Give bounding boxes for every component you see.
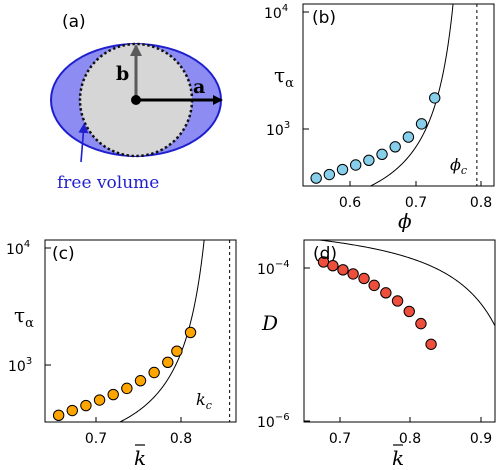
panel-b-data-point [336,163,349,176]
panel-c-ytick-label: 104 [6,239,30,258]
panel-d-data-point [391,295,404,307]
panel-b-data-point [323,168,336,181]
panel-c-data-point [134,375,147,387]
panel-b-yticks: 104 103 [264,3,309,139]
panel-b-data-point [349,159,362,171]
center-dot [131,95,141,105]
panel-c: 0.7 0.8 104 103 (c) τα k kc [6,239,237,470]
panel-b-data-point [402,131,415,143]
panel-d-xtick-label: 0.8 [399,431,421,447]
panel-b-data-point [429,92,441,104]
panel-d-data-point [337,264,349,276]
panel-d-points [317,256,437,350]
panel-b-ytick-label: 104 [264,3,288,22]
panel-b-xtick-label: 0.6 [339,195,361,211]
panel-b-fit-curve [369,4,454,186]
panel-c-ylabel: τα [14,303,34,331]
panel-c-fit-curve [118,240,205,422]
free-volume-label: free volume [57,173,159,193]
panel-b-xtick-label: 0.7 [405,195,427,211]
panel-b-data-point [363,154,375,167]
panel-d: 0.7 0.8 0.9 10−4 10−6 (d) D k [257,239,496,470]
panel-b-data-point [389,141,401,153]
panel-c-data-point [93,394,106,406]
panel-b-points [310,92,441,184]
panel-d-data-point [347,268,359,280]
panel-c-data-point [107,388,119,401]
panel-c-data-point [184,326,197,339]
panel-b-data-point [310,172,322,184]
panel-c-data-point [148,366,160,379]
panel-d-data-point [415,317,427,330]
panel-c-data-point [66,404,78,417]
panel-c-frame [44,239,237,423]
panel-c-ytick-label: 103 [8,356,32,375]
panel-c-xticks: 0.7 0.8 [85,417,192,447]
panel-d-fit-curve [315,240,495,327]
panel-a: (a) a b free volume [50,12,223,193]
panel-d-xticks: 0.7 0.8 0.9 [329,417,492,447]
panel-c-xtick-label: 0.7 [85,431,107,447]
panel-d-data-point [327,259,339,272]
panel-d-data-point [380,287,392,299]
panel-d-xlabel: k [392,446,404,470]
panel-b-critical-label: ϕc [450,155,467,177]
panel-d-frame [303,239,496,423]
panel-d-data-point [425,338,437,350]
panel-c-points [52,326,197,422]
panel-b-frame [302,3,495,187]
panel-d-data-point [368,279,380,292]
panel-c-data-point [162,356,174,368]
panel-c-data-point [80,399,92,412]
panel-d-data-point [358,272,370,285]
panel-d-xtick-label: 0.7 [329,431,351,447]
panel-b-data-point [376,148,388,161]
panel-d-ytick-label: 10−6 [257,412,290,431]
panel-b-ylabel: τα [274,63,294,91]
vector-a-label: a [193,76,205,98]
panel-c-label: (c) [52,244,75,264]
panel-c-yticks: 104 103 [6,239,51,375]
panel-c-data-point [121,382,133,395]
panel-d-label: (d) [313,244,337,264]
panel-b-xlabel: ϕ [398,209,412,233]
panel-a-label: (a) [62,12,86,32]
panel-d-data-point [403,305,415,318]
panel-b-ytick-label: 103 [266,120,290,139]
panel-d-yticks: 10−4 10−6 [257,259,310,431]
panel-b-data-point [415,118,428,130]
panel-d-xtick-label: 0.9 [470,431,492,447]
panel-b-xticks: 0.6 0.7 0.8 [339,181,492,211]
panel-c-xtick-label: 0.8 [170,431,192,447]
panel-c-critical-label: kc [196,390,212,412]
panel-b: 0.6 0.7 0.8 104 103 (b) τα ϕ ϕc [264,3,495,233]
panel-b-label: (b) [312,8,336,28]
panel-d-ylabel: D [261,311,278,335]
panel-d-ytick-label: 10−4 [257,259,290,278]
panel-c-data-point [171,345,183,357]
panel-c-xlabel: k [134,446,146,470]
panel-b-xtick-label: 0.8 [470,195,492,211]
free-volume-arrow [78,123,89,163]
panel-c-data-point [52,409,65,422]
vector-b-label: b [116,63,129,85]
